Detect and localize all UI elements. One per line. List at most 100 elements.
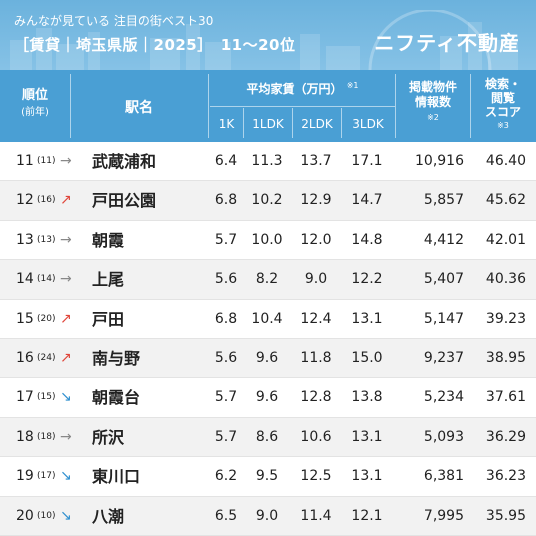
- station-name-cell: 上尾: [92, 270, 125, 290]
- station-name-cell: 南与野: [92, 349, 141, 368]
- rank-cell: 14: [16, 271, 34, 288]
- rent-3ldk-cell: 17.1: [351, 153, 383, 169]
- rent-1ldk-cell: 10.0: [251, 231, 283, 248]
- rent-1k-cell: 5.6: [214, 271, 238, 288]
- rent-1k-cell: 6.5: [214, 507, 238, 524]
- station-name-cell: 所沢: [92, 427, 125, 447]
- column-header-rank: 順位 (前年): [0, 88, 70, 121]
- trend-arrow-icon: →: [60, 428, 72, 445]
- score-cell: 39.23: [485, 310, 526, 327]
- table-row: 20 (10) ↘ 八潮 6.5 9.0 11.4 12.1 7,995 35.95: [0, 496, 536, 536]
- table-row: 18 (18) → 所沢 5.7 8.6 10.6 13.1 5,093 36.29: [0, 417, 536, 458]
- header-divider: [341, 108, 342, 138]
- rent-1k-cell: 5.7: [214, 428, 238, 445]
- table-row: 14 (14) → 上尾 5.6 8.2 9.0 12.2 5,407 40.36: [0, 260, 536, 300]
- trend-arrow-icon: ↘: [60, 468, 72, 485]
- rent-1k-cell: 5.7: [214, 389, 238, 406]
- score-cell: 46.40: [485, 153, 526, 169]
- rent-1ldk-cell: 9.0: [255, 507, 279, 524]
- row-divider: [0, 338, 536, 339]
- header-banner: みんなが見ている 注目の街ベスト30 ［賃貸｜埼玉県版｜2025］ 11〜20位…: [0, 0, 536, 70]
- prev-rank-cell: (14): [37, 274, 56, 285]
- row-divider: [0, 495, 536, 497]
- score-cell: 38.95: [485, 350, 526, 366]
- column-header-2ldk: 2LDK: [301, 117, 333, 131]
- rent-2ldk-cell: 11.4: [300, 507, 332, 524]
- rent-2ldk-cell: 13.7: [300, 153, 332, 169]
- station-name-cell: 戸田: [92, 309, 125, 329]
- score-label-1: 検索・: [484, 77, 521, 91]
- prev-rank-cell: (10): [37, 510, 56, 521]
- listings-label-1: 掲載物件: [408, 80, 457, 94]
- listings-cell: 4,412: [423, 231, 464, 248]
- row-divider: [0, 259, 536, 261]
- rent-2ldk-cell: 11.8: [300, 350, 332, 366]
- rent-2ldk-cell: 12.8: [300, 389, 332, 406]
- station-name-cell: 朝霞: [92, 230, 125, 250]
- row-divider: [0, 377, 536, 379]
- row-divider: [0, 219, 536, 221]
- table-row: 13 (13) → 朝霞 5.7 10.0 12.0 14.8 4,412 42.01: [0, 221, 536, 260]
- trend-arrow-icon: →: [60, 153, 72, 169]
- rent-3ldk-cell: 13.1: [351, 310, 383, 327]
- rank-cell: 13: [16, 231, 34, 248]
- column-header-listings: 掲載物件 情報数 ※2: [396, 80, 470, 125]
- listings-cell: 5,407: [423, 271, 464, 288]
- rank-prev-label: (前年): [21, 107, 49, 118]
- column-header-1ldk: 1LDK: [252, 117, 284, 131]
- prev-rank-cell: (15): [37, 392, 56, 403]
- table-row: 17 (15) ↘ 朝霞台 5.7 9.6 12.8 13.8 5,234 37.61: [0, 378, 536, 417]
- row-divider: [0, 180, 536, 182]
- score-cell: 42.01: [485, 231, 526, 248]
- city-skyline-decoration: [10, 10, 518, 70]
- header-divider: [243, 108, 244, 138]
- rank-cell: 12: [16, 192, 34, 209]
- rent-1k-cell: 6.8: [214, 192, 238, 209]
- rent-2ldk-cell: 12.9: [300, 192, 332, 209]
- table-row: 19 (17) ↘ 東川口 6.2 9.5 12.5 13.1 6,381 36.23: [0, 457, 536, 496]
- table-row: 16 (24) ↗ 南与野 5.6 9.6 11.8 15.0 9,237 38.95: [0, 339, 536, 379]
- header-divider: [292, 108, 293, 138]
- listings-cell: 10,916: [415, 153, 464, 169]
- rent-2ldk-cell: 12.0: [300, 231, 332, 248]
- rent-1ldk-cell: 8.2: [255, 271, 279, 288]
- trend-arrow-icon: ↗: [60, 310, 72, 327]
- rent-2ldk-cell: 12.4: [300, 310, 332, 327]
- score-label-3: スコア: [484, 105, 521, 119]
- trend-arrow-icon: ↗: [60, 192, 72, 209]
- table-row: 12 (16) ↗ 戸田公園 6.8 10.2 12.9 14.7 5,857 45.62: [0, 181, 536, 221]
- prev-rank-cell: (24): [37, 353, 56, 363]
- row-divider: [0, 298, 536, 300]
- rent-1k-cell: 5.7: [214, 231, 238, 248]
- rent-1ldk-cell: 9.5: [255, 468, 279, 485]
- listings-cell: 7,995: [423, 507, 464, 524]
- rank-label: 順位: [21, 88, 48, 103]
- score-cell: 35.95: [485, 507, 526, 524]
- station-name-cell: 武蔵浦和: [92, 152, 157, 171]
- listings-cell: 5,093: [423, 428, 464, 445]
- row-divider: [0, 416, 536, 418]
- score-cell: 36.23: [485, 468, 526, 485]
- prev-rank-cell: (18): [37, 431, 56, 442]
- column-header-rent: 平均家賃（万円） ※1: [210, 80, 395, 97]
- rent-1k-cell: 6.4: [214, 153, 238, 169]
- header-divider: [70, 74, 71, 138]
- rent-1ldk-cell: 8.6: [255, 428, 279, 445]
- prev-rank-cell: (16): [37, 195, 56, 206]
- header-divider: [470, 74, 471, 138]
- row-divider: [0, 456, 536, 458]
- table-row: 15 (20) ↗ 戸田 6.8 10.4 12.4 13.1 5,147 39.23: [0, 300, 536, 339]
- rank-cell: 11: [16, 153, 34, 169]
- score-note: ※3: [497, 121, 509, 130]
- rent-2ldk-cell: 12.5: [300, 468, 332, 485]
- header-subtitle: みんなが見ている 注目の街ベスト30: [14, 14, 214, 28]
- prev-rank-cell: (13): [37, 234, 56, 245]
- column-header-3ldk: 3LDK: [352, 117, 384, 131]
- rank-cell: 18: [16, 428, 34, 445]
- table-row: 11 (11) → 武蔵浦和 6.4 11.3 13.7 17.1 10,916 46.40: [0, 142, 536, 181]
- rent-3ldk-cell: 13.8: [351, 389, 383, 406]
- listings-cell: 5,234: [423, 389, 464, 406]
- listings-cell: 9,237: [423, 350, 464, 366]
- score-cell: 45.62: [485, 192, 526, 209]
- rent-3ldk-cell: 13.1: [351, 468, 383, 485]
